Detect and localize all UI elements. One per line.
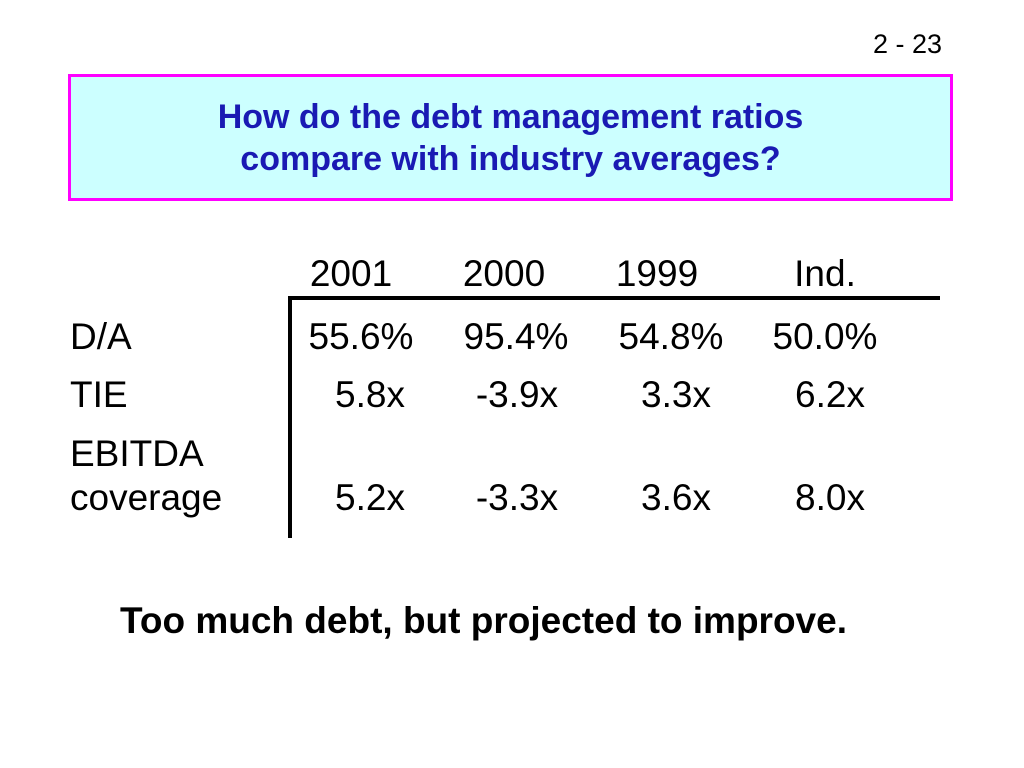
cell-da-1999: 54.8% [618,316,724,357]
cell-tie-2001: 5.8x [335,374,405,415]
title-line-2: compare with industry averages? [240,139,781,178]
cell-tie-1999: 3.3x [641,374,711,415]
cell-da-2001: 55.6% [308,316,414,357]
cell-tie-2000: -3.9x [475,374,559,415]
cell-ebitda-2001: 5.2x [335,477,405,518]
cell-ebitda-1999: 3.6x [641,477,711,518]
cell-da-industry: 50.0% [772,316,878,357]
title-box: How do the debt management ratios compar… [68,74,953,201]
cell-ebitda-2000: -3.3x [475,477,559,518]
row-label-coverage: coverage [70,477,223,518]
column-header-2001: 2001 [309,253,393,294]
conclusion-text: Too much debt, but projected to improve. [120,600,847,641]
column-header-2000: 2000 [462,253,546,294]
cell-ebitda-industry: 8.0x [795,477,865,518]
label-divider [288,296,292,538]
title-line-1: How do the debt management ratios [217,97,804,136]
column-header-industry: Ind. [794,253,856,294]
header-rule [288,296,940,300]
row-label-da: D/A [70,316,132,357]
slide-number: 2 - 23 [872,29,942,59]
cell-tie-industry: 6.2x [795,374,865,415]
row-label-tie: TIE [70,374,128,415]
column-header-1999: 1999 [615,253,699,294]
row-label-ebitda: EBITDA [70,433,204,474]
cell-da-2000: 95.4% [463,316,569,357]
